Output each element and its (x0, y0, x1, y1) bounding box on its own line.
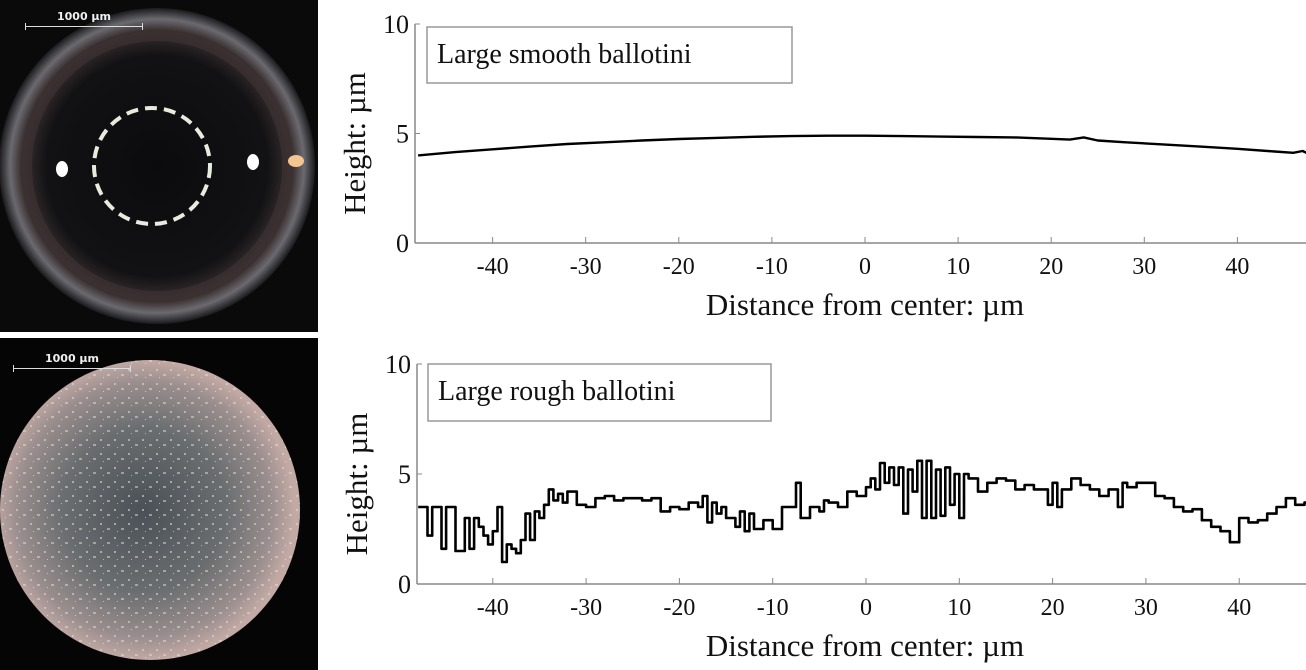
x-axis-label: Distance from center: µm (706, 628, 1024, 663)
y-tick-label: 5 (396, 120, 409, 149)
scale-bar: 1000 µm (13, 352, 131, 372)
x-tick-label: 0 (859, 254, 871, 280)
x-tick-label: 0 (860, 595, 872, 621)
x-tick-label: 20 (1041, 595, 1065, 621)
x-axis-label: Distance from center: µm (706, 287, 1024, 322)
smooth-ballotini-photo: 1000 µm (0, 0, 318, 332)
x-tick-label: 40 (1225, 254, 1249, 280)
x-tick-label: 30 (1134, 595, 1158, 621)
y-axis-label: Height: µm (337, 72, 372, 215)
x-tick-label: 10 (947, 595, 971, 621)
y-axis-label: Height: µm (339, 413, 374, 556)
x-tick-label: -20 (663, 254, 695, 280)
x-tick-label: -30 (570, 595, 602, 621)
x-tick-label: -10 (756, 254, 788, 280)
x-tick-label: -40 (477, 595, 509, 621)
x-tick-label: -10 (757, 595, 789, 621)
axes: 0 5 10 -40 -30 -20 -10 0 10 20 30 40 (385, 350, 1306, 621)
scale-bar-label: 1000 µm (56, 10, 111, 23)
scale-bar: 1000 µm (25, 10, 143, 30)
y-tick-label: 10 (385, 350, 411, 379)
x-tick-label: -40 (477, 254, 509, 280)
legend-label: Large rough ballotini (438, 376, 676, 407)
x-tick-label: 40 (1227, 595, 1251, 621)
x-tick-label: -30 (570, 254, 602, 280)
x-tick-label: -20 (663, 595, 695, 621)
profile-line (417, 134, 1306, 157)
rough-profile-chart: 0 5 10 -40 -30 -20 -10 0 10 20 30 40 Distance from c… (330, 340, 1306, 670)
scale-bar-label: 1000 µm (44, 352, 99, 365)
legend-label: Large smooth ballotini (437, 39, 692, 70)
rough-ballotini-photo: 1000 µm (0, 338, 318, 670)
y-tick-label: 0 (396, 229, 409, 258)
legend-box (426, 26, 793, 84)
smooth-profile-chart: 0 5 10 -40 -30 -20 -10 0 10 20 30 40 Distance from c… (330, 0, 1306, 330)
legend-box (427, 363, 772, 422)
y-tick-label: 5 (398, 460, 411, 489)
x-tick-label: 20 (1039, 254, 1063, 280)
x-tick-label: 30 (1132, 254, 1156, 280)
y-tick-label: 10 (383, 10, 409, 39)
x-tick-label: 10 (946, 254, 970, 280)
y-tick-label: 0 (398, 570, 411, 599)
profile-line (418, 459, 1306, 564)
axes: 0 5 10 -40 -30 -20 -10 0 10 20 30 40 (383, 10, 1306, 280)
